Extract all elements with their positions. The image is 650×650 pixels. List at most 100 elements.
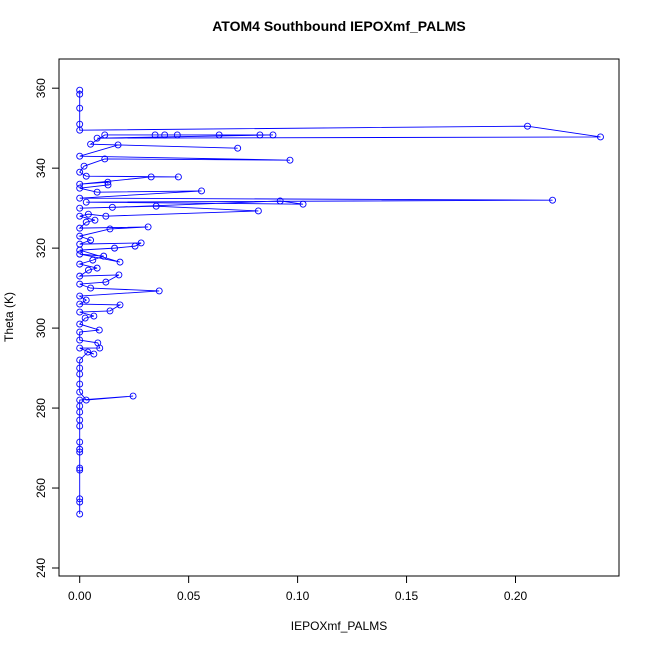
x-tick-label: 0.05 (177, 589, 201, 603)
series-line (77, 90, 601, 515)
y-tick-label: 240 (34, 558, 48, 578)
data-point (82, 396, 90, 404)
data-point (94, 339, 102, 347)
data-point (76, 168, 84, 176)
data-point (76, 416, 84, 424)
data-point (76, 152, 84, 160)
data-point (93, 264, 101, 272)
data-point (76, 438, 84, 446)
data-point (76, 86, 84, 94)
data-point (90, 312, 98, 320)
data-point (76, 292, 84, 300)
data-point (76, 232, 84, 240)
y-tick-label: 260 (34, 478, 48, 498)
data-point (76, 250, 84, 258)
data-point (80, 162, 88, 170)
data-point (101, 131, 109, 139)
data-point (76, 260, 84, 268)
data-point (198, 187, 205, 195)
data-point (81, 314, 89, 322)
data-point (524, 122, 531, 130)
data-point (152, 202, 160, 210)
data-point (87, 284, 95, 292)
data-point (90, 350, 98, 358)
data-point (84, 210, 92, 218)
data-point (76, 448, 84, 456)
data-point (84, 266, 92, 274)
chart-title: ATOM4 Southbound IEPOXmf_PALMS (212, 18, 466, 34)
data-point (108, 203, 116, 211)
data-point (76, 104, 84, 112)
data-point (173, 131, 181, 139)
data-point (76, 396, 84, 404)
data-point (76, 320, 84, 328)
data-point (549, 196, 556, 204)
data-point (144, 223, 152, 231)
data-point (161, 131, 169, 139)
data-point (89, 256, 97, 264)
data-point (269, 131, 277, 139)
data-point (76, 280, 84, 288)
data-point (102, 212, 110, 220)
data-point (116, 301, 124, 309)
data-point (76, 498, 84, 506)
x-tick-label: 0.15 (395, 589, 419, 603)
data-point (155, 287, 163, 295)
data-point (100, 252, 108, 260)
data-point (147, 173, 155, 181)
data-point (76, 336, 84, 344)
data-point (76, 212, 84, 220)
data-point (234, 144, 242, 152)
data-point (87, 140, 95, 148)
data-point (76, 328, 84, 336)
y-tick-label: 360 (34, 78, 48, 98)
data-point (76, 204, 84, 212)
x-tick-label: 0.10 (286, 589, 310, 603)
data-point (95, 326, 103, 334)
data-point (115, 271, 123, 279)
data-point (76, 445, 84, 453)
data-point (84, 348, 92, 356)
data-point (76, 224, 84, 232)
data-point (82, 198, 90, 206)
y-tick-label: 320 (34, 238, 48, 258)
data-point (91, 216, 99, 224)
data-point (116, 258, 124, 266)
data-point (93, 134, 101, 142)
data-point (76, 510, 84, 518)
y-tick-label: 340 (34, 158, 48, 178)
data-point (82, 172, 90, 180)
data-point (76, 464, 84, 472)
data-point (104, 181, 112, 189)
y-tick-label: 280 (34, 398, 48, 418)
data-point (76, 344, 84, 352)
x-tick-label: 0.20 (504, 589, 528, 603)
y-tick-label: 300 (34, 318, 48, 338)
x-axis-label: IEPOXmf_PALMS (291, 619, 387, 633)
data-point (76, 388, 84, 396)
data-point (82, 218, 90, 226)
data-point (76, 300, 84, 308)
data-point (106, 225, 114, 233)
data-point (76, 356, 84, 364)
data-point (76, 240, 84, 248)
data-point (76, 364, 84, 372)
data-point (114, 141, 122, 149)
data-point (131, 242, 139, 250)
x-tick-label: 0.00 (68, 589, 92, 603)
data-point (276, 197, 284, 205)
data-point (102, 278, 110, 286)
data-point (299, 200, 307, 208)
data-point (76, 90, 84, 98)
data-point (256, 131, 264, 139)
data-point (76, 194, 84, 202)
data-point (174, 173, 182, 181)
data-point (106, 307, 114, 315)
data-point (76, 272, 84, 280)
data-point (111, 244, 119, 252)
data-point (215, 131, 223, 139)
data-point (286, 156, 294, 164)
data-point (101, 155, 109, 163)
data-point (76, 380, 84, 388)
